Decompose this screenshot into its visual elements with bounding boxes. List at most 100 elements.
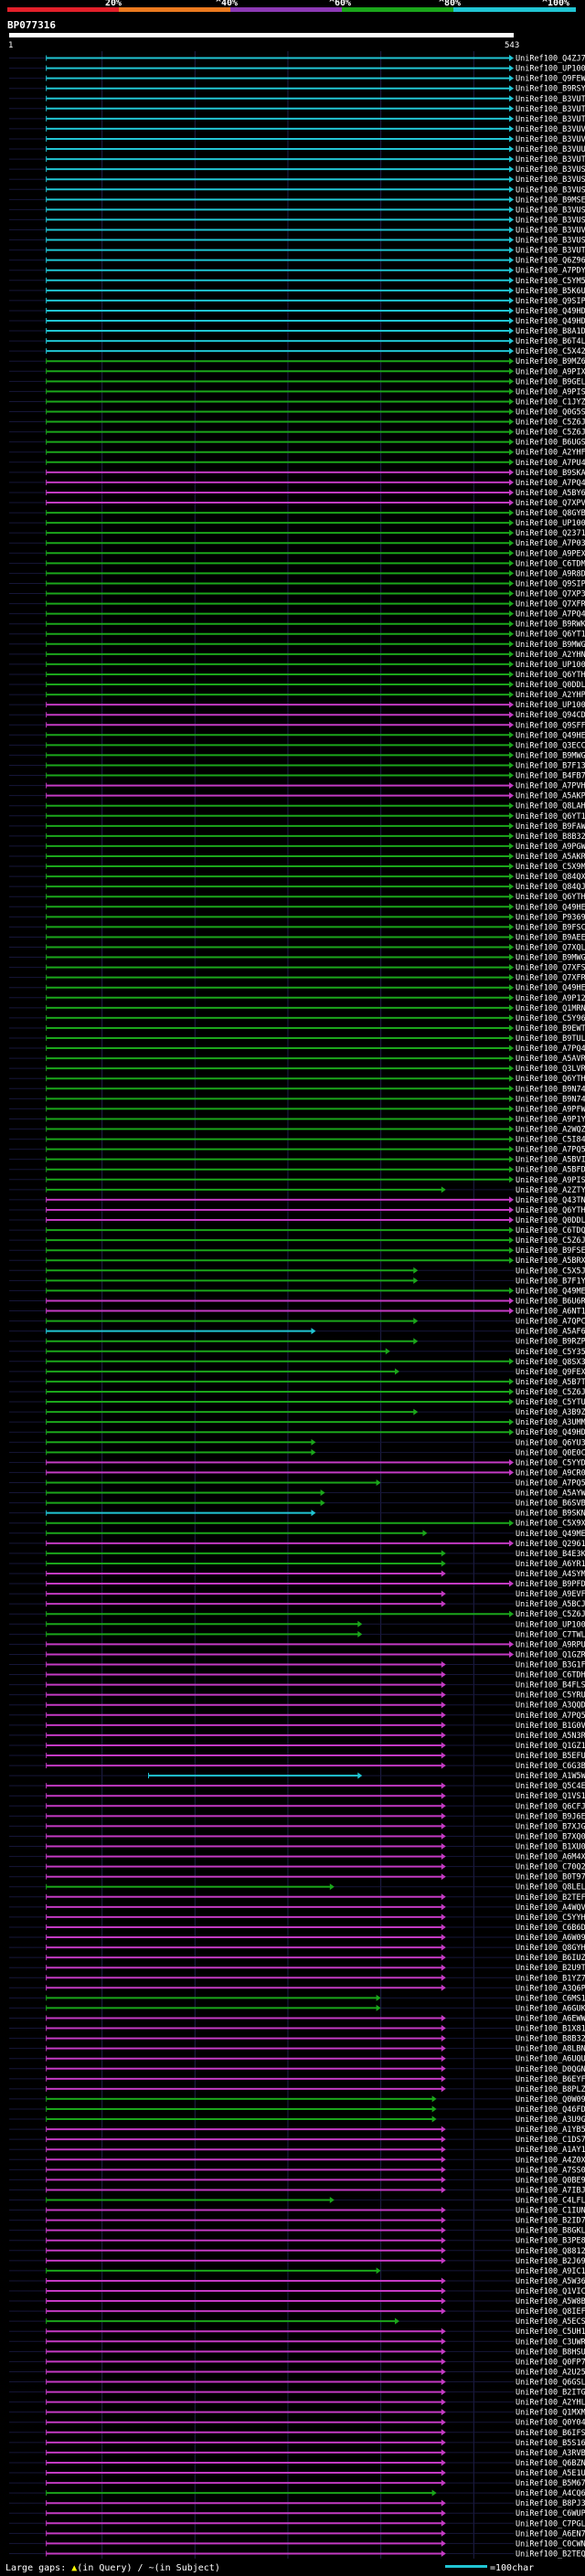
hit-row[interactable]: UniRef100_C5YRU5 — [9, 1691, 585, 1701]
hit-row[interactable]: UniRef100_Q84QX0 — [9, 873, 585, 882]
hit-label[interactable]: UniRef100_Q7XFR8 — [516, 974, 585, 983]
hit-label[interactable]: UniRef100_A5AKP0 — [516, 792, 585, 801]
hit-row[interactable]: UniRef100_A5BFD0 — [9, 1166, 585, 1175]
hit-row[interactable]: UniRef100_Q7XFR7 — [9, 600, 585, 610]
hit-row[interactable]: UniRef100_Q9FEW9 — [9, 75, 585, 84]
hit-row[interactable]: UniRef100_C5X9M1 — [9, 863, 585, 872]
hit-label[interactable]: UniRef100_C3UWR0 — [516, 2337, 585, 2347]
hit-label[interactable]: UniRef100_B9EWT0 — [516, 1024, 585, 1034]
hit-label[interactable]: UniRef100_B9SKN2 — [516, 1510, 585, 1519]
hit-label[interactable]: UniRef100_UP1000... — [516, 661, 585, 670]
hit-row[interactable]: UniRef100_Q0DDL8 — [9, 681, 585, 690]
hit-row[interactable]: UniRef100_A5BRX2 — [9, 1256, 585, 1266]
hit-label[interactable]: UniRef100_B9RSY3 — [516, 85, 585, 94]
hit-row[interactable]: UniRef100_Q6YT12 — [9, 631, 585, 640]
hit-row[interactable]: UniRef100_Q9SIP4 — [9, 579, 585, 588]
hit-label[interactable]: UniRef100_C5YM52 — [516, 277, 585, 286]
hit-label[interactable]: UniRef100_B7XQ06 — [516, 1832, 585, 1841]
hit-row[interactable]: UniRef100_A9R8D6 — [9, 569, 585, 578]
hit-row[interactable]: UniRef100_Q49HD7 — [9, 317, 585, 326]
hit-row[interactable]: UniRef100_Q6YU32 — [9, 1438, 585, 1447]
hit-label[interactable]: UniRef100_B9MZ61 — [516, 357, 585, 366]
hit-label[interactable]: UniRef100_Q49HE3 — [516, 731, 585, 740]
hit-label[interactable]: UniRef100_C7TWL8 — [516, 1630, 585, 1639]
hit-label[interactable]: UniRef100_C5Y961 — [516, 1014, 585, 1023]
hit-row[interactable]: UniRef100_B7F139 — [9, 761, 585, 770]
hit-row[interactable]: UniRef100_B3VUT9 — [9, 155, 585, 164]
hit-label[interactable]: UniRef100_Q0BE90 — [516, 2176, 585, 2185]
hit-label[interactable]: UniRef100_C6G3B0 — [516, 1762, 585, 1771]
hit-row[interactable]: UniRef100_A7PQ45 — [9, 610, 585, 620]
hit-row[interactable]: UniRef100_Q9FEX0 — [9, 1368, 585, 1377]
hit-label[interactable]: UniRef100_Q6YTH2 — [516, 893, 585, 902]
hit-row[interactable]: UniRef100_A9PIS3 — [9, 1176, 585, 1185]
hit-row[interactable]: UniRef100_Q0W092 — [9, 2095, 585, 2104]
hit-label[interactable]: UniRef100_Q8SX35 — [516, 1358, 585, 1367]
hit-row[interactable]: UniRef100_A6NT17 — [9, 1308, 585, 1317]
hit-row[interactable]: UniRef100_Q8SX35 — [9, 1358, 585, 1367]
hit-row[interactable]: UniRef100_C1IUN9 — [9, 2207, 585, 2216]
hit-row[interactable]: UniRef100_B3VUS3 — [9, 186, 585, 195]
hit-row[interactable]: UniRef100_A9EVF1 — [9, 1590, 585, 1599]
hit-label[interactable]: UniRef100_Q49ME1 — [516, 1530, 585, 1539]
hit-row[interactable]: UniRef100_Q6Z965 — [9, 257, 585, 266]
hit-label[interactable]: UniRef100_B1YZ7 — [516, 1974, 585, 1983]
hit-row[interactable]: UniRef100_Q94CD5 — [9, 711, 585, 720]
hit-label[interactable]: UniRef100_B3VUV8 — [516, 135, 585, 144]
hit-label[interactable]: UniRef100_Q0Y042 — [516, 2419, 585, 2428]
hit-row[interactable]: UniRef100_B6IFS1 — [9, 2429, 585, 2438]
hit-label[interactable]: UniRef100_A3Q6P5 — [516, 1984, 585, 1993]
hit-row[interactable]: UniRef100_Q0E0C6 — [9, 1448, 585, 1458]
hit-label[interactable]: UniRef100_Q8IEF3 — [516, 2307, 585, 2316]
hit-row[interactable]: UniRef100_A6EN79 — [9, 2529, 585, 2539]
hit-label[interactable]: UniRef100_B9TUL6 — [516, 1034, 585, 1044]
hit-label[interactable]: UniRef100_Q6BZN0 — [516, 2459, 585, 2468]
hit-row[interactable]: UniRef100_B9SKA1 — [9, 469, 585, 478]
hit-row[interactable]: UniRef100_B9EWT0 — [9, 1024, 585, 1034]
hit-row[interactable]: UniRef100_B9MWG3 — [9, 751, 585, 760]
hit-row[interactable]: UniRef100_A5B7T9 — [9, 1378, 585, 1387]
hit-label[interactable]: UniRef100_B3VUS4 — [516, 175, 585, 185]
hit-row[interactable]: UniRef100_B9FSE9 — [9, 1246, 585, 1256]
hit-label[interactable]: UniRef100_B2ITG0 — [516, 2389, 585, 2398]
hit-label[interactable]: UniRef100_C5YYH1 — [516, 1913, 585, 1923]
hit-label[interactable]: UniRef100_A8LBN0 — [516, 2045, 585, 2054]
hit-row[interactable]: UniRef100_B4E3K2 — [9, 1550, 585, 1559]
hit-row[interactable]: UniRef100_A3B9Z1 — [9, 1408, 585, 1417]
hit-row[interactable]: UniRef100_A5AYW2 — [9, 1489, 585, 1499]
hit-row[interactable]: UniRef100_A5BVI7 — [9, 1156, 585, 1165]
hit-row[interactable]: UniRef100_A6GUK5 — [9, 2004, 585, 2013]
hit-row[interactable]: UniRef100_B9MWG4 — [9, 641, 585, 650]
hit-label[interactable]: UniRef100_A9PIX2 — [516, 367, 585, 376]
hit-label[interactable]: UniRef100_C5X429 — [516, 347, 585, 356]
hit-row[interactable]: UniRef100_B2ITG0 — [9, 2389, 585, 2398]
hit-row[interactable]: UniRef100_B6T4L4 — [9, 337, 585, 346]
hit-label[interactable]: UniRef100_B7F1Y5 — [516, 1277, 585, 1286]
hit-label[interactable]: UniRef100_Q8LAH7 — [516, 802, 585, 811]
hit-row[interactable]: UniRef100_C4LFL2 — [9, 2196, 585, 2205]
hit-label[interactable]: UniRef100_A5E1U3 — [516, 2469, 585, 2478]
hit-row[interactable]: UniRef100_Q7XFS0 — [9, 964, 585, 973]
hit-label[interactable]: UniRef100_C5Z6J8 — [516, 419, 585, 428]
hit-label[interactable]: UniRef100_A2WQZ5 — [516, 1126, 585, 1135]
hit-row[interactable]: UniRef100_A6M4X3 — [9, 1853, 585, 1862]
hit-row[interactable]: UniRef100_Q1MXM9 — [9, 2409, 585, 2418]
hit-label[interactable]: UniRef100_B1X817 — [516, 2025, 585, 2034]
hit-label[interactable]: UniRef100_B5EFU8 — [516, 1752, 585, 1761]
hit-label[interactable]: UniRef100_C6WUP4 — [516, 2509, 585, 2518]
hit-label[interactable]: UniRef100_Q49HD9 — [516, 1428, 585, 1437]
hit-row[interactable]: UniRef100_A7PQ50 — [9, 1479, 585, 1488]
hit-row[interactable]: UniRef100_B6UGS9 — [9, 439, 585, 448]
hit-label[interactable]: UniRef100_Q8GYH3 — [516, 1944, 585, 1953]
hit-label[interactable]: UniRef100_A7PDY3 — [516, 267, 585, 276]
hit-label[interactable]: UniRef100_B3VUS5 — [516, 206, 585, 215]
hit-label[interactable]: UniRef100_B3VUS7 — [516, 237, 585, 246]
hit-row[interactable]: UniRef100_B9MZ61 — [9, 357, 585, 366]
hit-label[interactable]: UniRef100_B0T978 — [516, 1873, 585, 1882]
hit-row[interactable]: UniRef100_A9IC18 — [9, 2267, 585, 2276]
hit-row[interactable]: UniRef100_A5ECS0 — [9, 2317, 585, 2327]
hit-label[interactable]: UniRef100_B2ID74 — [516, 2217, 585, 2226]
hit-label[interactable]: UniRef100_Q3ECC6 — [516, 741, 585, 750]
hit-row[interactable]: UniRef100_Q6CFJ5 — [9, 1802, 585, 1811]
hit-label[interactable]: UniRef100_A6EN79 — [516, 2529, 585, 2539]
